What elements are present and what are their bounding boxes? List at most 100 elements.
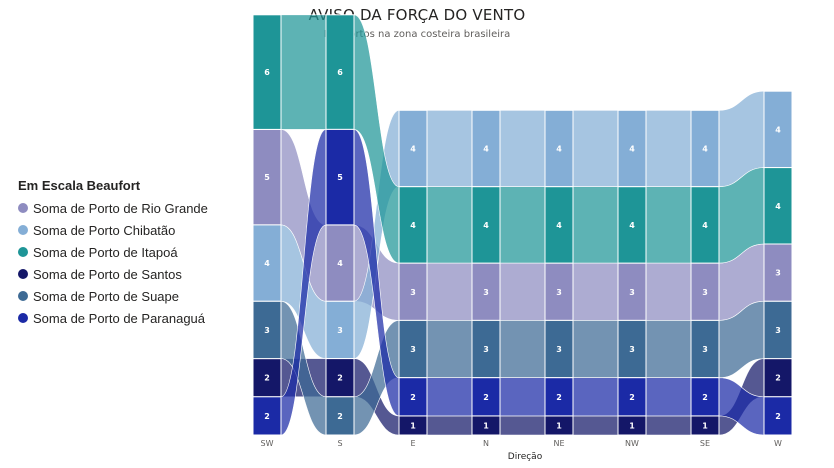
ribbon-soma-de-porto-chibatao[interactable] — [645, 109, 692, 187]
x-tick-label: SW — [261, 439, 274, 448]
bar-segment-soma-de-porto-de-paranagua[interactable] — [398, 377, 428, 417]
ribbon-soma-de-porto-de-santos[interactable] — [645, 415, 692, 436]
bar-segment-soma-de-porto-de-suape[interactable] — [325, 396, 355, 436]
legend-item-rio-grande[interactable]: Soma de Porto de Rio Grande — [18, 197, 208, 219]
bar-segment-soma-de-porto-chibatao[interactable] — [763, 90, 793, 169]
bar-segment-soma-de-porto-de-itapoa[interactable] — [398, 186, 428, 264]
bar-segment-soma-de-porto-de-itapoa[interactable] — [252, 14, 282, 130]
ribbon-soma-de-porto-de-paranagua[interactable] — [499, 377, 546, 417]
bar-segment-soma-de-porto-chibatao[interactable] — [544, 109, 574, 188]
ribbon-soma-de-porto-chibatao[interactable] — [499, 109, 546, 187]
data-label: 1 — [629, 421, 635, 430]
ribbon-soma-de-porto-de-suape[interactable] — [572, 320, 619, 379]
ribbon-soma-de-porto-de-rio-grande[interactable] — [426, 262, 473, 321]
data-label: 3 — [702, 345, 708, 354]
data-label: 4 — [556, 221, 562, 230]
ribbon-soma-de-porto-de-itapoa[interactable] — [572, 186, 619, 264]
bar-segment-soma-de-porto-chibatao[interactable] — [471, 109, 501, 188]
bar-segment-soma-de-porto-de-suape[interactable] — [763, 300, 793, 360]
bar-segment-soma-de-porto-de-suape[interactable] — [252, 300, 282, 360]
legend-swatch — [18, 291, 28, 301]
bar-segment-soma-de-porto-de-itapoa[interactable] — [617, 186, 647, 264]
bar-segment-soma-de-porto-de-santos[interactable] — [763, 358, 793, 398]
ribbon-soma-de-porto-de-rio-grande[interactable] — [499, 262, 546, 321]
bar-segment-soma-de-porto-chibatao[interactable] — [252, 224, 282, 302]
data-label: 2 — [337, 374, 343, 383]
legend-item-suape[interactable]: Soma de Porto de Suape — [18, 285, 208, 307]
bar-segment-soma-de-porto-de-rio-grande[interactable] — [690, 262, 720, 321]
x-tick-label: S — [337, 439, 342, 448]
data-label: 3 — [483, 345, 489, 354]
bar-segment-soma-de-porto-de-paranagua[interactable] — [763, 396, 793, 436]
data-label: 2 — [264, 374, 270, 383]
bar-segment-soma-de-porto-chibatao[interactable] — [690, 109, 720, 188]
legend-swatch — [18, 225, 28, 235]
ribbon-soma-de-porto-de-itapoa[interactable] — [280, 14, 327, 130]
ribbon-soma-de-porto-de-suape[interactable] — [426, 320, 473, 379]
ribbon-soma-de-porto-de-suape[interactable] — [499, 320, 546, 379]
bar-segment-soma-de-porto-de-paranagua[interactable] — [617, 377, 647, 417]
columns: 5 4 6 2 3 2 4 3 6 2 2 5 3 4 4 1 3 2 3 4 4 1 3 2 3 4 4 1 3 2 3 4 4 1 3 2 3 4 4 1… — [252, 14, 793, 436]
bar-segment-soma-de-porto-de-paranagua[interactable] — [690, 377, 720, 417]
bar-segment-soma-de-porto-de-paranagua[interactable] — [252, 396, 282, 436]
data-label: 3 — [410, 288, 416, 297]
data-label: 5 — [337, 173, 343, 182]
ribbon-soma-de-porto-chibatao[interactable] — [572, 109, 619, 187]
ribbon-soma-de-porto-de-rio-grande[interactable] — [645, 262, 692, 321]
ribbon-soma-de-porto-de-santos[interactable] — [572, 415, 619, 436]
data-label: 2 — [483, 393, 489, 402]
data-label: 2 — [629, 393, 635, 402]
ribbon-soma-de-porto-de-santos[interactable] — [426, 415, 473, 436]
ribbon-soma-de-porto-de-santos[interactable] — [499, 415, 546, 436]
legend-item-paranagua[interactable]: Soma de Porto de Paranaguá — [18, 307, 208, 329]
bar-segment-soma-de-porto-chibatao[interactable] — [617, 109, 647, 188]
data-label: 4 — [483, 145, 489, 154]
ribbon-soma-de-porto-de-itapoa[interactable] — [645, 186, 692, 264]
data-label: 3 — [775, 269, 781, 278]
bar-segment-soma-de-porto-de-itapoa[interactable] — [763, 167, 793, 245]
bar-segment-soma-de-porto-de-paranagua[interactable] — [544, 377, 574, 417]
data-label: 3 — [629, 288, 635, 297]
data-label: 1 — [702, 421, 708, 430]
bar-segment-soma-de-porto-de-rio-grande[interactable] — [398, 262, 428, 321]
data-label: 2 — [775, 374, 781, 383]
bar-segment-soma-de-porto-de-suape[interactable] — [690, 319, 720, 379]
legend-item-santos[interactable]: Soma de Porto de Santos — [18, 263, 208, 285]
bar-segment-soma-de-porto-de-itapoa[interactable] — [471, 186, 501, 264]
ribbon-soma-de-porto-chibatao[interactable] — [426, 109, 473, 187]
bar-segment-soma-de-porto-de-santos[interactable] — [325, 358, 355, 398]
bar-segment-soma-de-porto-de-suape[interactable] — [544, 319, 574, 379]
data-label: 4 — [629, 145, 635, 154]
data-label: 3 — [410, 345, 416, 354]
ribbon-soma-de-porto-de-itapoa[interactable] — [426, 186, 473, 264]
ribbon-soma-de-porto-de-suape[interactable] — [645, 320, 692, 379]
data-label: 3 — [483, 288, 489, 297]
legend-item-itapoa[interactable]: Soma de Porto de Itapoá — [18, 241, 208, 263]
data-label: 3 — [556, 345, 562, 354]
ribbon-soma-de-porto-de-rio-grande[interactable] — [572, 262, 619, 321]
data-label: 1 — [483, 421, 489, 430]
data-label: 3 — [775, 326, 781, 335]
x-tick-label: NE — [553, 439, 564, 448]
legend-swatch — [18, 203, 28, 213]
bar-segment-soma-de-porto-de-itapoa[interactable] — [544, 186, 574, 264]
legend-swatch — [18, 313, 28, 323]
ribbon-soma-de-porto-de-paranagua[interactable] — [645, 377, 692, 417]
bar-segment-soma-de-porto-chibatao[interactable] — [325, 300, 355, 360]
x-axis-title: Direção — [507, 452, 543, 462]
bar-segment-soma-de-porto-de-itapoa[interactable] — [690, 186, 720, 264]
x-tick-label: SE — [700, 439, 710, 448]
legend-label: Soma de Porto de Santos — [33, 266, 182, 282]
bar-segment-soma-de-porto-de-rio-grande[interactable] — [471, 262, 501, 321]
bar-segment-soma-de-porto-de-rio-grande[interactable] — [617, 262, 647, 321]
ribbons — [280, 14, 765, 436]
data-label: 3 — [264, 326, 270, 335]
ribbon-soma-de-porto-de-paranagua[interactable] — [426, 377, 473, 417]
data-label: 3 — [556, 288, 562, 297]
bar-segment-soma-de-porto-de-paranagua[interactable] — [471, 377, 501, 417]
bar-segment-soma-de-porto-de-paranagua[interactable] — [325, 128, 355, 226]
legend-item-chibatao[interactable]: Soma de Porto Chibatão — [18, 219, 208, 241]
ribbon-soma-de-porto-de-itapoa[interactable] — [499, 186, 546, 264]
legend: Em Escala Beaufort Soma de Porto de Rio … — [18, 178, 208, 329]
ribbon-soma-de-porto-de-paranagua[interactable] — [572, 377, 619, 417]
